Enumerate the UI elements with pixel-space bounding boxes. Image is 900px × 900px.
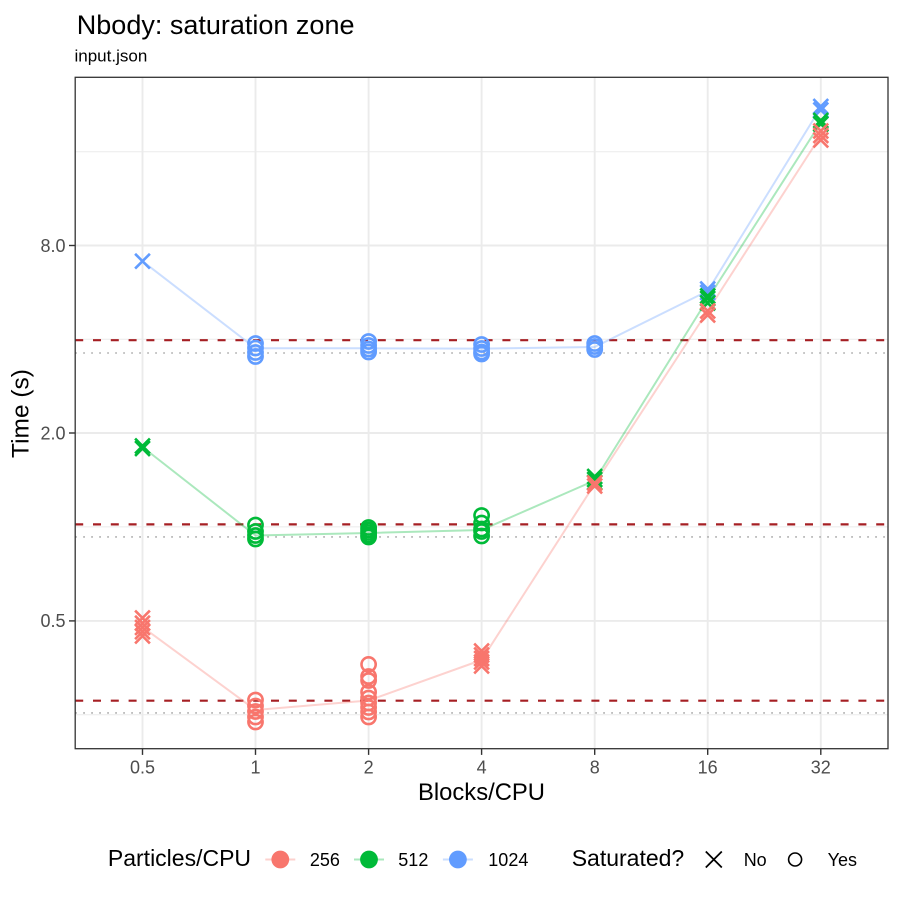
svg-text:4: 4 — [477, 757, 487, 777]
svg-text:0.5: 0.5 — [130, 757, 155, 777]
svg-text:8.0: 8.0 — [40, 236, 65, 256]
svg-text:Nbody: saturation zone: Nbody: saturation zone — [77, 10, 355, 40]
svg-text:1024: 1024 — [488, 850, 528, 870]
svg-text:Yes: Yes — [828, 850, 857, 870]
svg-text:32: 32 — [811, 757, 831, 777]
svg-text:Saturated?: Saturated? — [572, 845, 685, 871]
svg-text:input.json: input.json — [75, 47, 148, 66]
svg-text:256: 256 — [310, 850, 340, 870]
svg-text:8: 8 — [590, 757, 600, 777]
svg-text:Blocks/CPU: Blocks/CPU — [418, 779, 545, 806]
svg-text:2: 2 — [364, 757, 374, 777]
svg-text:1: 1 — [250, 757, 260, 777]
svg-text:512: 512 — [398, 850, 428, 870]
svg-text:2.0: 2.0 — [40, 423, 65, 443]
svg-text:Time (s): Time (s) — [8, 369, 35, 458]
svg-text:No: No — [744, 850, 767, 870]
svg-text:16: 16 — [698, 757, 718, 777]
svg-text:0.5: 0.5 — [40, 611, 65, 631]
svg-text:Particles/CPU: Particles/CPU — [108, 845, 251, 871]
